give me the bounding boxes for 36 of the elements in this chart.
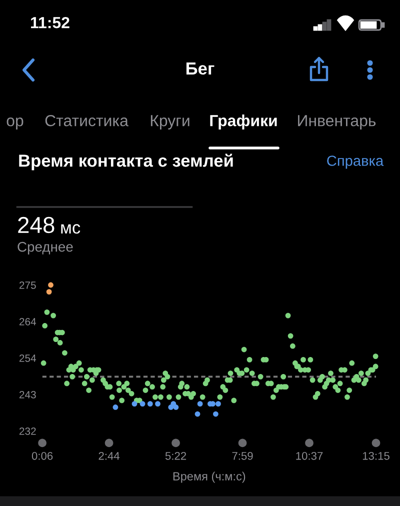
y-tick-label: 254 bbox=[19, 354, 36, 362]
point bbox=[132, 401, 138, 407]
chart-title: Время контакта с землей bbox=[19, 154, 233, 170]
point bbox=[155, 401, 160, 407]
text: Среднее bbox=[18, 242, 73, 254]
text: ор bbox=[6, 118, 24, 130]
text: мс bbox=[61, 224, 80, 234]
point bbox=[46, 289, 52, 294]
text: Инвентарь bbox=[298, 115, 376, 130]
text: 248 bbox=[18, 216, 54, 234]
x-tick-label: 0:06 bbox=[32, 452, 53, 460]
y-tick-label: 232 bbox=[19, 428, 36, 435]
x-tick-label: 13:15 bbox=[362, 452, 390, 460]
y-tick-label: 264 bbox=[19, 318, 36, 326]
point bbox=[213, 411, 218, 417]
x-tick-label: 7:59 bbox=[232, 452, 253, 460]
y-tick-label: 243 bbox=[19, 391, 36, 398]
point bbox=[112, 404, 118, 410]
text: Графики bbox=[210, 114, 277, 130]
text: Статистика bbox=[45, 114, 128, 126]
point bbox=[194, 411, 200, 417]
x-tick-label: 10:37 bbox=[296, 452, 323, 460]
point bbox=[216, 401, 221, 407]
x-tick-label: 2:44 bbox=[98, 452, 120, 460]
point bbox=[140, 401, 146, 407]
x-axis-title: Время (ч:м:с) bbox=[173, 472, 246, 483]
point bbox=[197, 401, 203, 407]
text: Круги bbox=[150, 115, 190, 130]
x-tick-label: 5:22 bbox=[165, 452, 186, 460]
point bbox=[173, 404, 179, 410]
text: 11:52 bbox=[31, 16, 70, 28]
point bbox=[48, 282, 54, 288]
text: Справка bbox=[327, 156, 384, 169]
text: Бег bbox=[186, 62, 214, 75]
point bbox=[147, 401, 153, 407]
y-tick-label: 275 bbox=[19, 282, 36, 289]
